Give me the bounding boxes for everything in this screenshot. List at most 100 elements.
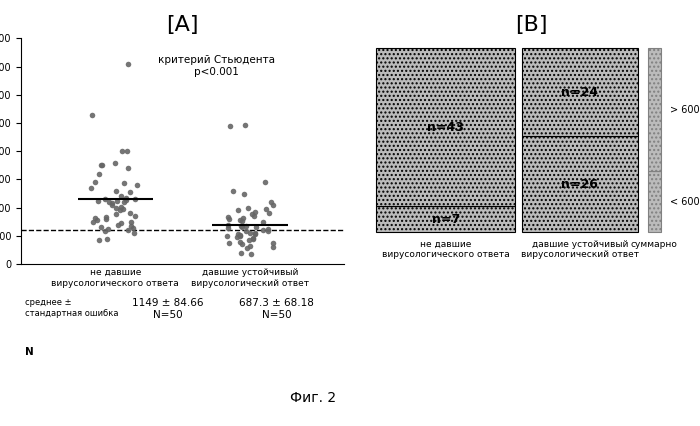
Point	[222, 221, 233, 228]
Text: Фиг. 2: Фиг. 2	[290, 391, 336, 405]
Point	[100, 216, 111, 222]
Point	[128, 229, 139, 236]
Point	[243, 237, 254, 244]
Point	[112, 198, 123, 204]
Point	[107, 200, 118, 207]
Point	[251, 224, 262, 230]
Point	[235, 222, 246, 229]
Point	[249, 229, 260, 236]
Point	[85, 184, 97, 191]
Text: 1149 ± 84.66
N=50: 1149 ± 84.66 N=50	[132, 298, 204, 320]
Point	[268, 201, 279, 208]
Point	[249, 209, 260, 216]
Point	[247, 235, 258, 242]
Point	[90, 179, 101, 186]
Point	[88, 219, 99, 225]
Point	[246, 211, 257, 218]
Point	[115, 193, 126, 200]
Point	[93, 237, 104, 244]
Point	[245, 230, 256, 236]
Point	[249, 230, 260, 237]
Point	[125, 222, 136, 229]
Point	[125, 210, 136, 217]
Point	[122, 227, 133, 233]
Bar	[522, 136, 638, 232]
Point	[118, 199, 130, 205]
Point	[110, 159, 121, 166]
Point	[112, 221, 123, 228]
Point	[240, 228, 251, 235]
Point	[106, 201, 118, 208]
Point	[118, 180, 130, 187]
Point	[122, 147, 133, 154]
Point	[234, 233, 246, 240]
Point	[241, 222, 252, 229]
Point	[90, 214, 101, 221]
Point	[232, 207, 244, 214]
Point	[130, 213, 141, 219]
Point	[248, 212, 260, 219]
Point	[262, 227, 274, 234]
Point	[236, 218, 247, 225]
Point	[242, 204, 253, 211]
Title: [B]: [B]	[515, 15, 547, 35]
Point	[91, 217, 102, 224]
Text: суммарно: суммарно	[631, 240, 678, 249]
Point	[101, 214, 112, 221]
Text: N: N	[25, 347, 34, 357]
Text: 687.3 ± 68.18
N=50: 687.3 ± 68.18 N=50	[239, 298, 314, 320]
Point	[127, 225, 138, 231]
Point	[99, 196, 111, 203]
Point	[260, 179, 271, 186]
Point	[130, 196, 141, 203]
Point	[120, 194, 132, 201]
Point	[237, 224, 248, 231]
Text: n=7: n=7	[432, 213, 460, 226]
Point	[228, 187, 239, 194]
Point	[125, 189, 136, 196]
Point	[247, 236, 258, 243]
Point	[262, 226, 274, 233]
Bar	[648, 171, 661, 232]
Point	[257, 227, 268, 233]
Point	[232, 231, 244, 238]
Text: < 600 пг/мл: < 600 пг/мл	[671, 197, 700, 207]
Point	[234, 217, 246, 224]
Point	[116, 203, 127, 210]
Point	[264, 210, 275, 217]
Point	[234, 238, 246, 245]
Point	[239, 121, 250, 128]
Bar	[377, 48, 515, 206]
Point	[232, 233, 243, 240]
Point	[86, 111, 97, 118]
Point	[266, 199, 277, 205]
Text: > 600 пг/мл: > 600 пг/мл	[671, 104, 700, 115]
Point	[234, 232, 246, 239]
Point	[122, 61, 134, 68]
Text: не давшие
вирусологического ответа: не давшие вирусологического ответа	[382, 240, 510, 259]
Point	[115, 207, 126, 214]
Point	[221, 233, 232, 239]
Point	[125, 219, 136, 225]
Title: [A]: [A]	[167, 15, 199, 35]
Text: критерий Стьюдента
p<0.001: критерий Стьюдента p<0.001	[158, 55, 274, 77]
Point	[97, 162, 108, 169]
Point	[102, 235, 113, 242]
Point	[95, 162, 106, 169]
Text: n=26: n=26	[561, 178, 598, 191]
Point	[237, 214, 248, 221]
Point	[99, 228, 111, 235]
Point	[267, 240, 279, 247]
Point	[235, 250, 246, 256]
Text: n=24: n=24	[561, 86, 598, 98]
Text: среднее ±
стандартная ошибка: среднее ± стандартная ошибка	[25, 298, 118, 318]
Bar	[377, 206, 515, 232]
Point	[92, 198, 104, 204]
Point	[241, 245, 253, 252]
Point	[225, 122, 236, 129]
Point	[120, 197, 131, 204]
Point	[245, 250, 256, 257]
Text: давшие устойчивый
вирусологический ответ: давшие устойчивый вирусологический ответ	[521, 240, 639, 259]
Text: n=43: n=43	[428, 121, 464, 133]
Point	[222, 213, 233, 220]
